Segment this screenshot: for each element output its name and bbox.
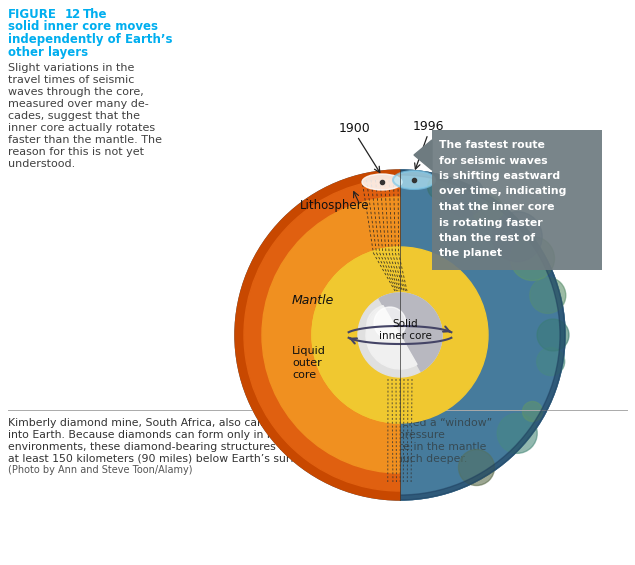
- Text: at least 150 kilometers (90 miles) below Earth’s surface, and perhaps much deepe: at least 150 kilometers (90 miles) below…: [8, 454, 467, 464]
- Circle shape: [427, 175, 451, 199]
- Text: Solid
inner core: Solid inner core: [378, 319, 431, 341]
- Wedge shape: [312, 247, 400, 423]
- Text: over time, indicating: over time, indicating: [439, 186, 566, 197]
- Text: is shifting eastward: is shifting eastward: [439, 171, 560, 181]
- Text: reason for this is not yet: reason for this is not yet: [8, 147, 144, 157]
- Text: Mantle: Mantle: [292, 293, 335, 306]
- Text: Slight variations in the: Slight variations in the: [8, 63, 135, 73]
- Text: into Earth. Because diamonds can form only in high-temperature, high-pressure: into Earth. Because diamonds can form on…: [8, 430, 445, 440]
- Ellipse shape: [362, 174, 402, 190]
- Wedge shape: [400, 170, 565, 500]
- FancyBboxPatch shape: [432, 130, 602, 270]
- Wedge shape: [235, 170, 400, 500]
- Circle shape: [235, 170, 565, 500]
- Text: Lithosphere: Lithosphere: [300, 198, 370, 211]
- Circle shape: [537, 347, 565, 376]
- Text: The fastest route: The fastest route: [439, 140, 545, 150]
- Text: (Photo by Ann and Steve Toon/Alamy): (Photo by Ann and Steve Toon/Alamy): [8, 465, 192, 475]
- Circle shape: [537, 319, 569, 351]
- Text: waves through the core,: waves through the core,: [8, 87, 144, 97]
- Wedge shape: [400, 170, 565, 500]
- Text: Kimberly diamond mine, South Africa, also called the Big Hole, is considered a “: Kimberly diamond mine, South Africa, als…: [8, 418, 492, 428]
- Circle shape: [458, 450, 495, 485]
- Text: 12: 12: [65, 8, 81, 21]
- Text: The: The: [83, 8, 107, 21]
- Circle shape: [312, 247, 488, 423]
- Circle shape: [511, 237, 554, 280]
- Text: measured over many de-: measured over many de-: [8, 99, 149, 109]
- Polygon shape: [414, 140, 432, 170]
- Text: the planet: the planet: [439, 249, 502, 259]
- Text: other layers: other layers: [8, 46, 88, 59]
- Text: cades, suggest that the: cades, suggest that the: [8, 111, 140, 121]
- Text: than the rest of: than the rest of: [439, 233, 535, 243]
- Text: independently of Earth’s: independently of Earth’s: [8, 33, 173, 46]
- Text: faster than the mantle. The: faster than the mantle. The: [8, 135, 162, 145]
- Text: for seismic waves: for seismic waves: [439, 155, 547, 166]
- Wedge shape: [244, 179, 400, 491]
- Text: travel times of seismic: travel times of seismic: [8, 75, 135, 85]
- Circle shape: [497, 414, 537, 453]
- Wedge shape: [366, 306, 417, 369]
- Circle shape: [492, 212, 542, 262]
- Ellipse shape: [367, 304, 417, 346]
- Text: 1900: 1900: [339, 122, 371, 135]
- Text: that the inner core: that the inner core: [439, 202, 554, 212]
- Text: environments, these diamond-bearing structures are thought to originate in the m: environments, these diamond-bearing stru…: [8, 442, 486, 452]
- Circle shape: [444, 176, 485, 216]
- Circle shape: [358, 293, 442, 377]
- Text: is rotating faster: is rotating faster: [439, 218, 543, 228]
- Text: understood.: understood.: [8, 159, 76, 169]
- Text: Liquid
outer
core: Liquid outer core: [292, 346, 326, 380]
- Wedge shape: [379, 293, 442, 371]
- Text: inner core actually rotates: inner core actually rotates: [8, 123, 155, 133]
- Text: 1996: 1996: [412, 120, 444, 133]
- Text: FIGURE: FIGURE: [8, 8, 57, 21]
- Circle shape: [530, 277, 566, 314]
- Circle shape: [523, 402, 542, 421]
- Wedge shape: [262, 197, 400, 473]
- Wedge shape: [400, 170, 565, 500]
- Text: solid inner core moves: solid inner core moves: [8, 20, 158, 33]
- Ellipse shape: [393, 171, 435, 189]
- Circle shape: [374, 307, 406, 339]
- Circle shape: [472, 195, 503, 225]
